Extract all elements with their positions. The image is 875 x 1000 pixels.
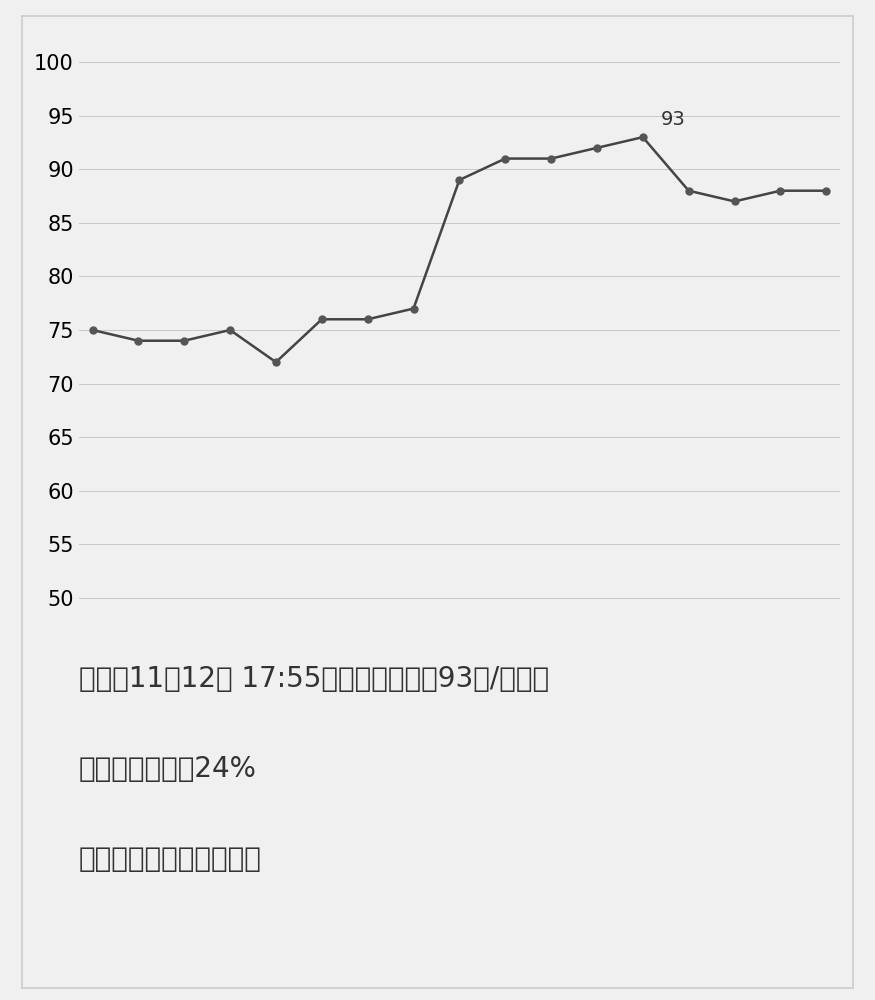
Text: 你可能对他（她）心动！: 你可能对他（她）心动！ [79, 845, 262, 873]
Text: 超出日常平均值24%: 超出日常平均值24% [79, 755, 256, 783]
Text: 心跳在11月12日 17:55升高，最高达到93次/分钟，: 心跳在11月12日 17:55升高，最高达到93次/分钟， [79, 665, 549, 693]
Text: 93: 93 [662, 110, 686, 129]
